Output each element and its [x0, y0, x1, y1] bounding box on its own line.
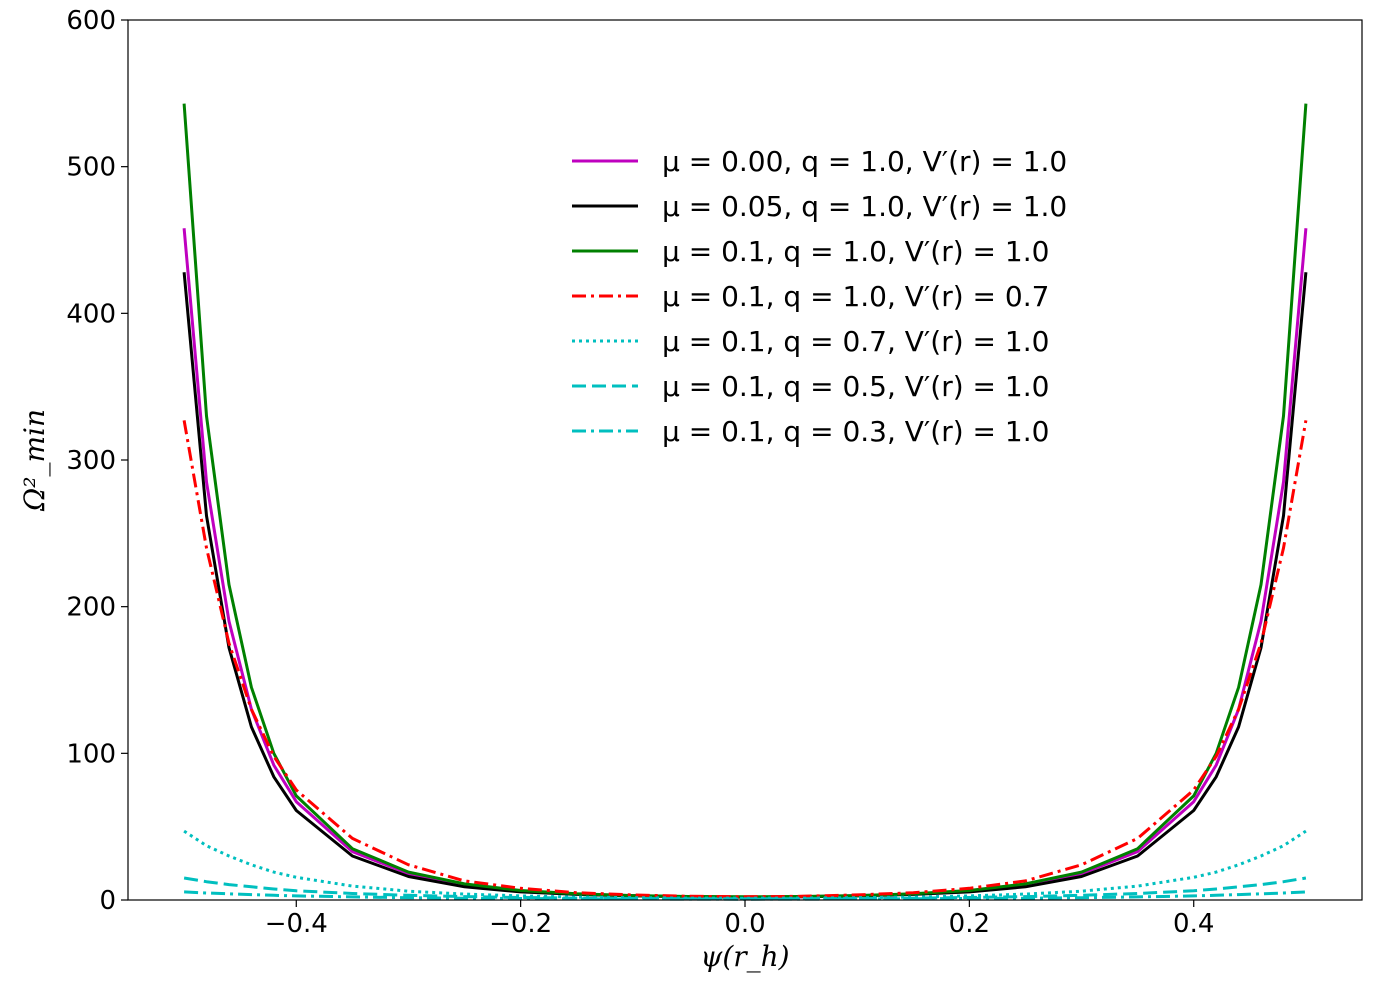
legend-label-4: μ = 0.1, q = 1.0, V′(r) = 0.7	[662, 280, 1049, 313]
legend: μ = 0.00, q = 1.0, V′(r) = 1.0 μ = 0.05, …	[572, 145, 1067, 448]
series-line-4	[182, 420, 1308, 899]
series-layer	[182, 103, 1308, 901]
x-tick-label: 0.2	[949, 909, 990, 939]
x-tick-label: −0.2	[489, 909, 552, 939]
y-tick-label: 400	[66, 299, 116, 329]
y-tick-label: 500	[66, 153, 116, 183]
legend-label-6: μ = 0.1, q = 0.5, V′(r) = 1.0	[662, 370, 1049, 403]
x-tick-label: 0.4	[1173, 909, 1214, 939]
legend-label-5: μ = 0.1, q = 0.7, V′(r) = 1.0	[662, 325, 1049, 358]
x-tick-label: 0.0	[724, 909, 765, 939]
y-tick-label: 300	[66, 446, 116, 476]
legend-label-7: μ = 0.1, q = 0.3, V′(r) = 1.0	[662, 415, 1049, 448]
series-line-7	[184, 890, 1306, 901]
x-axis-ticks: −0.4 −0.2 0.0 0.2 0.4	[265, 900, 1214, 939]
series-line-5	[183, 829, 1307, 900]
y-tick-label: 200	[66, 593, 116, 623]
y-axis-ticks: 0 100 200 300 400 500 600	[66, 6, 128, 916]
y-tick-label: 600	[66, 6, 116, 36]
x-tick-label: −0.4	[265, 909, 328, 939]
y-tick-label: 0	[99, 886, 116, 916]
y-tick-label: 100	[66, 739, 116, 769]
x-axis-label: ψ(r_h)	[700, 940, 789, 973]
plot-area	[128, 20, 1362, 900]
legend-label-3: μ = 0.1, q = 1.0, V′(r) = 1.0	[662, 235, 1049, 268]
legend-label-2: μ = 0.05, q = 1.0, V′(r) = 1.0	[662, 190, 1067, 223]
legend-label-1: μ = 0.00, q = 1.0, V′(r) = 1.0	[662, 145, 1067, 178]
y-axis-label: Ω²_min	[18, 409, 51, 512]
